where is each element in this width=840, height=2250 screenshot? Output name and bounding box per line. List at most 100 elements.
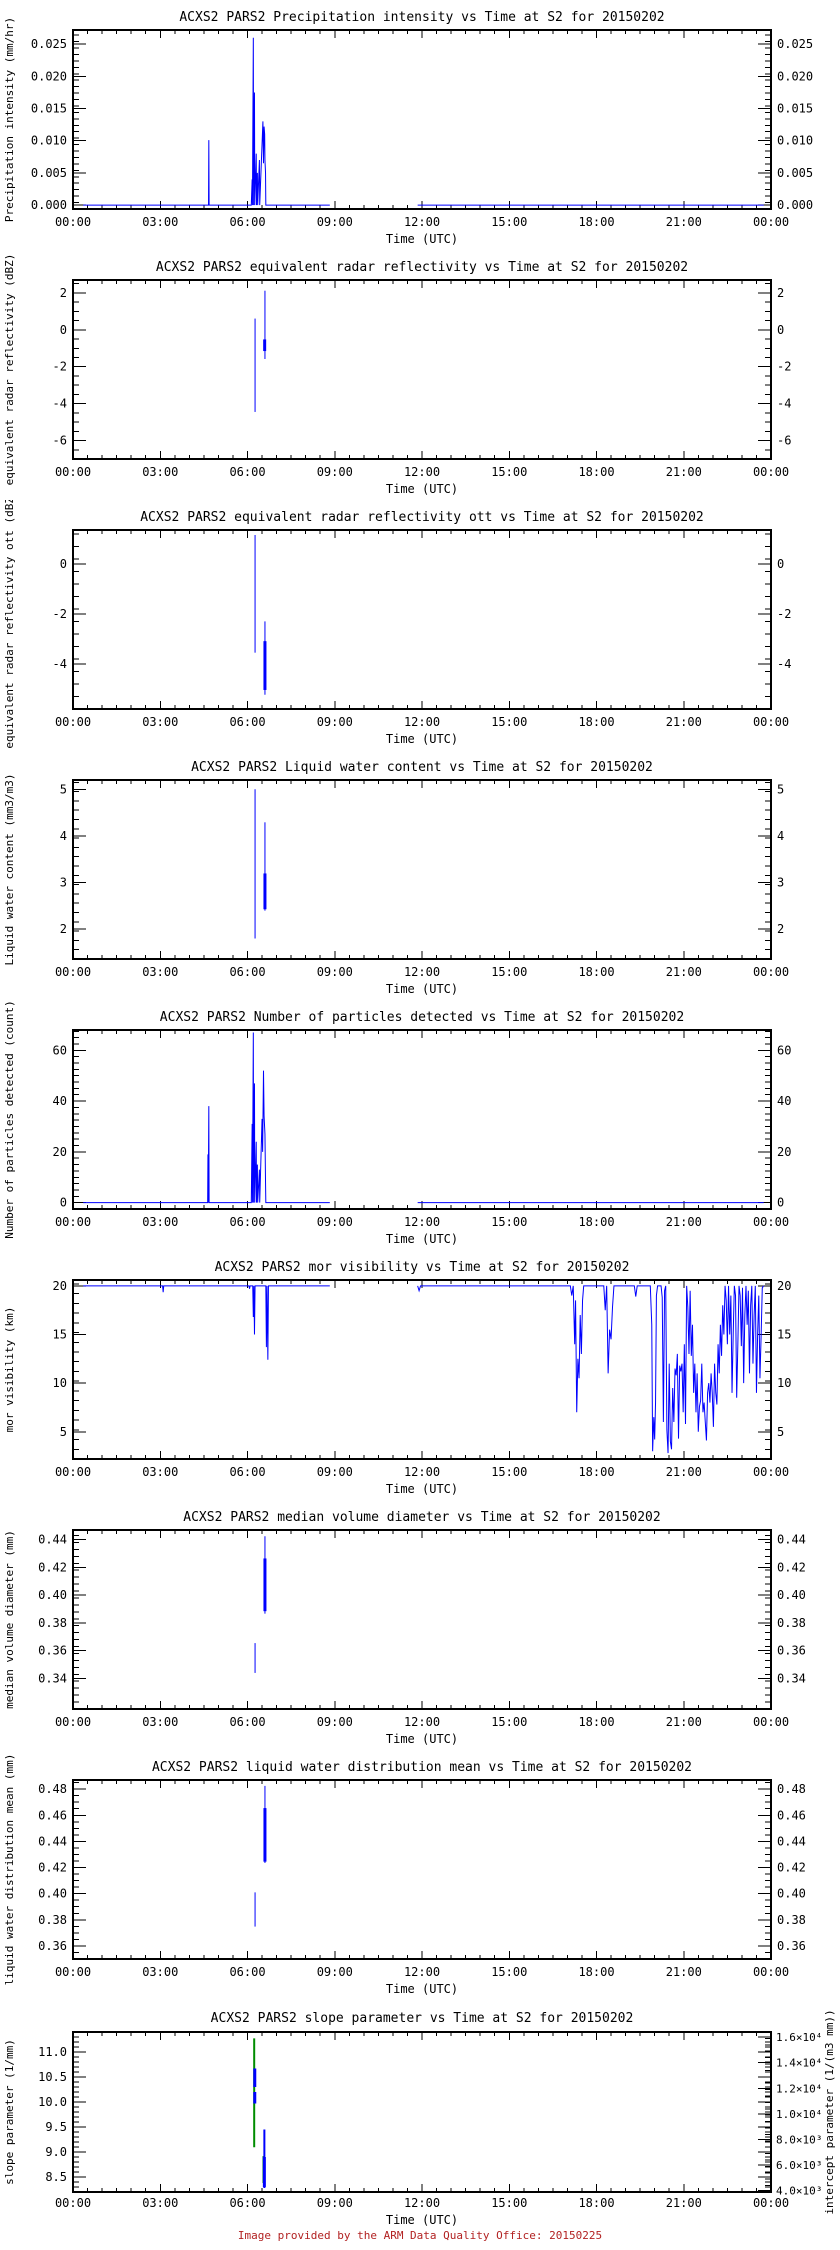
y-tick-label-right: 0.42: [777, 1560, 806, 1574]
x-tick-label: 09:00: [317, 215, 353, 229]
footer-credit: Image provided by the ARM Data Quality O…: [237, 2229, 603, 2242]
x-tick-label: 09:00: [317, 1715, 353, 1729]
y-tick-label: 0.42: [38, 1861, 67, 1875]
y-tick-label: 9.5: [45, 2120, 67, 2134]
y-axis-label: slope parameter (1/mm): [3, 2039, 16, 2185]
y-tick-label: 10: [53, 1376, 67, 1390]
y-tick-label: 20: [53, 1145, 67, 1159]
y-tick-label-right: 0.40: [777, 1588, 806, 1602]
x-tick-label: 12:00: [404, 715, 440, 729]
y-tick-label-right: 0.010: [777, 134, 813, 148]
y-tick-label-right: 2: [777, 286, 784, 300]
y-tick-label: 0: [60, 1196, 67, 1210]
y-tick-label-right: 10: [777, 1376, 791, 1390]
y-axis-label: mor visibility (km): [3, 1307, 16, 1433]
y-tick-label-right: 0.36: [777, 1939, 806, 1953]
chart-panel-5: 00:00 03:00 06:00 09:00 12:00 15:00 18:00 21:00…: [3, 1000, 791, 1246]
y-axis-label: equivalent radar reflectivity (dBZ): [3, 254, 16, 486]
x-tick-label: 09:00: [317, 2196, 353, 2210]
x-tick-label: 00:00: [55, 965, 91, 979]
y-axis-label: median volume diameter (mm): [3, 1530, 16, 1709]
y-tick-label-right: -2: [777, 607, 791, 621]
x-tick-label: 15:00: [491, 465, 527, 479]
x-tick-label: 00:00: [55, 465, 91, 479]
y-axis-label: liquid water distribution mean (mm): [3, 1754, 16, 1986]
right-y-tick-label: 1.2×10⁴: [776, 2082, 822, 2095]
y-tick-label-right: 0.38: [777, 1616, 806, 1630]
x-tick-label: 00:00: [55, 1715, 91, 1729]
y-tick-label-right: 0.000: [777, 198, 813, 212]
x-tick-label: 21:00: [666, 1465, 702, 1479]
y-tick-label-right: 0.015: [777, 102, 813, 116]
x-tick-label: 03:00: [142, 1965, 178, 1979]
right-y-tick-label: 8.0×10³: [776, 2134, 822, 2147]
chart-panel-9: 00:00 03:00 06:00 09:00 12:00 15:00 18:00 21:00…: [3, 2009, 836, 2227]
y-tick-label-right: 0.38: [777, 1913, 806, 1927]
x-tick-label: 18:00: [578, 1965, 614, 1979]
x-tick-label: 12:00: [404, 1465, 440, 1479]
y-tick-label: -6: [53, 434, 67, 448]
y-tick-label: 0.34: [38, 1671, 67, 1685]
chart-panel-8: 00:00 03:00 06:00 09:00 12:00 15:00 18:00 21:00…: [3, 1754, 806, 1996]
y-axis-label: Number of particles detected (count): [3, 1000, 16, 1238]
x-axis-label: Time (UTC): [386, 1232, 458, 1246]
y-tick-label: 0: [60, 557, 67, 571]
y-tick-label: 0.36: [38, 1939, 67, 1953]
x-tick-label: 06:00: [229, 2196, 265, 2210]
right-y-tick-label: 4.0×10³: [776, 2185, 822, 2198]
chart-panel-6: 00:00 03:00 06:00 09:00 12:00 15:00 18:00 21:00…: [3, 1260, 791, 1496]
y-tick-label: -4: [53, 657, 67, 671]
y-tick-label-right: 0: [777, 1196, 784, 1210]
axes: [72, 1779, 772, 1960]
x-tick-label: 15:00: [491, 1965, 527, 1979]
y-tick-label: 0.42: [38, 1560, 67, 1574]
x-tick-label: 03:00: [142, 2196, 178, 2210]
y-tick-label: 3: [60, 875, 67, 889]
y-axis-label: Precipitation intensity (mm/hr): [3, 17, 16, 222]
y-tick-label: 0.005: [31, 166, 67, 180]
chart-title: ACXS2 PARS2 Precipitation intensity vs T…: [179, 10, 664, 25]
chart-panel-2: 00:00 03:00 06:00 09:00 12:00 15:00 18:00 21:00…: [3, 254, 791, 496]
y-tick-label: -2: [53, 360, 67, 374]
y-tick-label-right: 0.025: [777, 37, 813, 51]
x-tick-label: 21:00: [666, 715, 702, 729]
x-tick-label: 09:00: [317, 965, 353, 979]
y-tick-label: 10.5: [38, 2070, 67, 2084]
y-tick-label: 0.36: [38, 1644, 67, 1658]
x-tick-label: 18:00: [578, 465, 614, 479]
x-tick-label: 18:00: [578, 965, 614, 979]
chart-title: ACXS2 PARS2 equivalent radar reflectivit…: [156, 260, 688, 275]
x-tick-label: 00:00: [753, 1465, 789, 1479]
y-tick-label: 40: [53, 1094, 67, 1108]
x-tick-label: 15:00: [491, 715, 527, 729]
x-tick-label: 00:00: [753, 1965, 789, 1979]
x-tick-label: 06:00: [229, 1965, 265, 1979]
data-series-blue: [83, 37, 330, 206]
chart-title: ACXS2 PARS2 mor visibility vs Time at S2…: [215, 1260, 630, 1275]
y-tick-label: 0.015: [31, 102, 67, 116]
y-tick-label: 15: [53, 1327, 67, 1341]
x-tick-label: 06:00: [229, 1715, 265, 1729]
x-tick-label: 03:00: [142, 465, 178, 479]
x-tick-label: 15:00: [491, 965, 527, 979]
y-tick-label-right: 0.46: [777, 1808, 806, 1822]
y-tick-label: 5: [60, 1425, 67, 1439]
x-axis-label: Time (UTC): [386, 1982, 458, 1996]
y-tick-label: 0.44: [38, 1834, 67, 1848]
y-tick-label-right: 20: [777, 1145, 791, 1159]
x-tick-label: 18:00: [578, 1215, 614, 1229]
y-tick-label: 60: [53, 1043, 67, 1057]
chart-panel-4: 00:00 03:00 06:00 09:00 12:00 15:00 18:00 21:00…: [3, 760, 789, 996]
y-tick-label: -2: [53, 607, 67, 621]
x-tick-label: 15:00: [491, 1715, 527, 1729]
y-tick-label-right: 0.44: [777, 1834, 806, 1848]
x-tick-label: 09:00: [317, 1215, 353, 1229]
x-tick-label: 12:00: [404, 965, 440, 979]
x-tick-label: 21:00: [666, 1215, 702, 1229]
x-tick-label: 09:00: [317, 465, 353, 479]
y-tick-label-right: 0.44: [777, 1533, 806, 1547]
data-series-blue: [417, 1285, 765, 1454]
x-tick-label: 12:00: [404, 1215, 440, 1229]
x-tick-label: 00:00: [55, 1965, 91, 1979]
y-tick-label-right: 0.34: [777, 1671, 806, 1685]
